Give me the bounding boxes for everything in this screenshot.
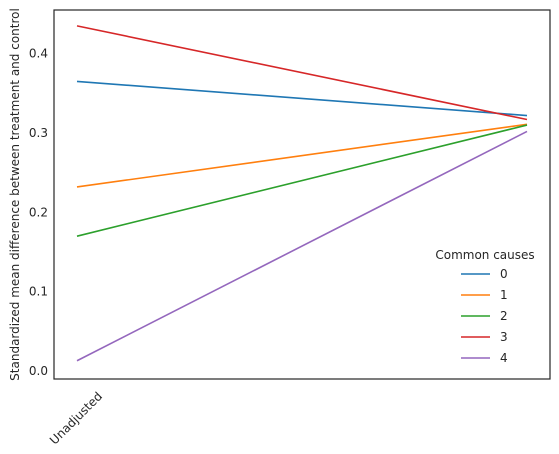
legend: Common causes 0 1 2 3 4 [435,248,534,365]
series-line-0 [76,80,528,117]
legend-item-2: 2 [461,309,508,323]
series-line-2 [76,124,528,237]
x-axis-ticks: Unadjusted [47,389,105,447]
legend-label: 1 [500,288,508,302]
legend-label: 0 [500,267,508,281]
legend-item-3: 3 [461,330,508,344]
legend-item-0: 0 [461,267,508,281]
series-line-4 [76,130,528,362]
y-axis-ticks: 0.0 0.1 0.2 0.3 0.4 [29,47,48,378]
y-tick-label: 0.2 [29,205,48,219]
legend-label: 2 [500,309,508,323]
plot-frame [53,9,551,380]
y-tick-label: 0.0 [29,364,48,378]
series-line-1 [76,123,528,188]
y-tick-label: 0.3 [29,126,48,140]
y-tick-label: 0.4 [29,47,48,61]
series-line-3 [76,25,528,121]
x-tick-label: Unadjusted [47,389,105,447]
legend-item-1: 1 [461,288,508,302]
legend-item-4: 4 [461,351,508,365]
y-tick-label: 0.1 [29,285,48,299]
legend-title: Common causes [435,248,534,262]
y-axis-label: Standardized mean difference between tre… [8,8,22,381]
series-layer [76,25,528,362]
legend-label: 4 [500,351,508,365]
legend-label: 3 [500,330,508,344]
legend-items: 0 1 2 3 4 [461,267,508,365]
